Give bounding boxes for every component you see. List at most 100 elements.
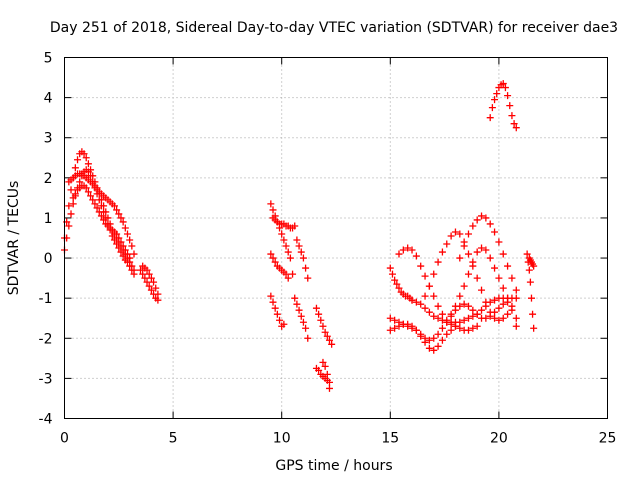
data-point <box>508 274 516 282</box>
data-point <box>525 266 533 274</box>
data-point <box>121 246 129 254</box>
data-point <box>430 292 438 300</box>
y-axis-label: SDTVAR / TECUs <box>6 181 22 296</box>
data-point <box>145 282 153 290</box>
data-point <box>325 336 333 344</box>
series-arc-9 <box>267 250 292 282</box>
data-point <box>71 164 79 172</box>
data-point <box>67 210 75 218</box>
data-point <box>80 150 88 158</box>
data-point <box>299 254 307 262</box>
data-point <box>89 196 97 204</box>
data-point <box>128 242 136 250</box>
data-point <box>87 192 95 200</box>
data-point <box>282 242 290 250</box>
data-point <box>478 286 486 294</box>
data-point <box>512 322 520 330</box>
data-point <box>469 222 477 230</box>
data-point <box>328 340 336 348</box>
data-point <box>74 156 82 164</box>
data-point <box>486 114 494 122</box>
data-point <box>147 274 155 282</box>
series-arc-22 <box>456 212 520 294</box>
data-point <box>530 324 538 332</box>
series-arc-6 <box>139 262 162 298</box>
data-point <box>395 322 403 330</box>
data-point <box>493 90 501 98</box>
data-point <box>143 266 151 274</box>
data-point <box>84 188 92 196</box>
data-point <box>393 280 401 288</box>
data-point <box>408 296 416 304</box>
data-point <box>267 292 275 300</box>
series-arc-12 <box>291 294 312 342</box>
data-point <box>293 236 301 244</box>
data-point <box>282 270 290 278</box>
data-point <box>499 284 507 292</box>
data-point <box>304 274 312 282</box>
data-point <box>486 220 494 228</box>
data-point <box>291 294 299 302</box>
data-point <box>82 184 90 192</box>
data-point <box>97 212 105 220</box>
data-point <box>499 250 507 258</box>
data-point <box>280 236 288 244</box>
data-point <box>117 248 125 256</box>
data-point <box>464 314 472 322</box>
data-point <box>495 316 503 324</box>
y-tick-label: -2 <box>39 331 53 347</box>
data-point <box>506 102 514 110</box>
data-point <box>108 232 116 240</box>
data-point <box>473 216 481 224</box>
data-point <box>317 316 325 324</box>
data-point <box>271 258 279 266</box>
data-point <box>388 270 396 278</box>
data-point <box>482 246 490 254</box>
data-point <box>456 230 464 238</box>
plot-frame <box>64 57 608 419</box>
data-point <box>491 314 499 322</box>
data-point <box>464 250 472 258</box>
data-point <box>434 302 442 310</box>
x-tick-label: 15 <box>381 431 399 447</box>
data-point <box>460 316 468 324</box>
y-tick-label: 1 <box>44 211 53 227</box>
data-point <box>293 300 301 308</box>
data-point <box>504 310 512 318</box>
data-point <box>473 310 481 318</box>
data-point <box>315 366 323 374</box>
series-arc-18 <box>386 298 520 344</box>
data-point <box>491 264 499 272</box>
data-point <box>126 236 134 244</box>
data-point <box>302 324 310 332</box>
data-point <box>84 168 92 176</box>
data-point <box>412 326 420 334</box>
data-point <box>67 186 75 194</box>
data-point <box>451 322 459 330</box>
data-point <box>447 320 455 328</box>
data-point <box>113 206 121 214</box>
data-point <box>421 292 429 300</box>
data-point <box>510 120 518 128</box>
data-point <box>412 252 420 260</box>
data-point <box>451 228 459 236</box>
data-point <box>302 264 310 272</box>
data-point <box>395 284 403 292</box>
y-tick-label: -1 <box>39 291 53 307</box>
data-point <box>123 230 131 238</box>
x-axis-label: GPS time / hours <box>275 458 392 474</box>
data-point <box>430 312 438 320</box>
data-point <box>386 314 394 322</box>
data-point <box>469 258 477 266</box>
x-tick-label: 10 <box>273 431 291 447</box>
data-point <box>284 248 292 256</box>
y-tick-label: 5 <box>44 51 53 67</box>
data-point <box>154 290 162 298</box>
data-point <box>115 234 123 242</box>
data-point <box>284 274 292 282</box>
data-point <box>267 250 275 258</box>
data-point <box>276 316 284 324</box>
data-point <box>128 266 136 274</box>
x-tick-label: 0 <box>60 431 69 447</box>
data-point <box>469 324 477 332</box>
